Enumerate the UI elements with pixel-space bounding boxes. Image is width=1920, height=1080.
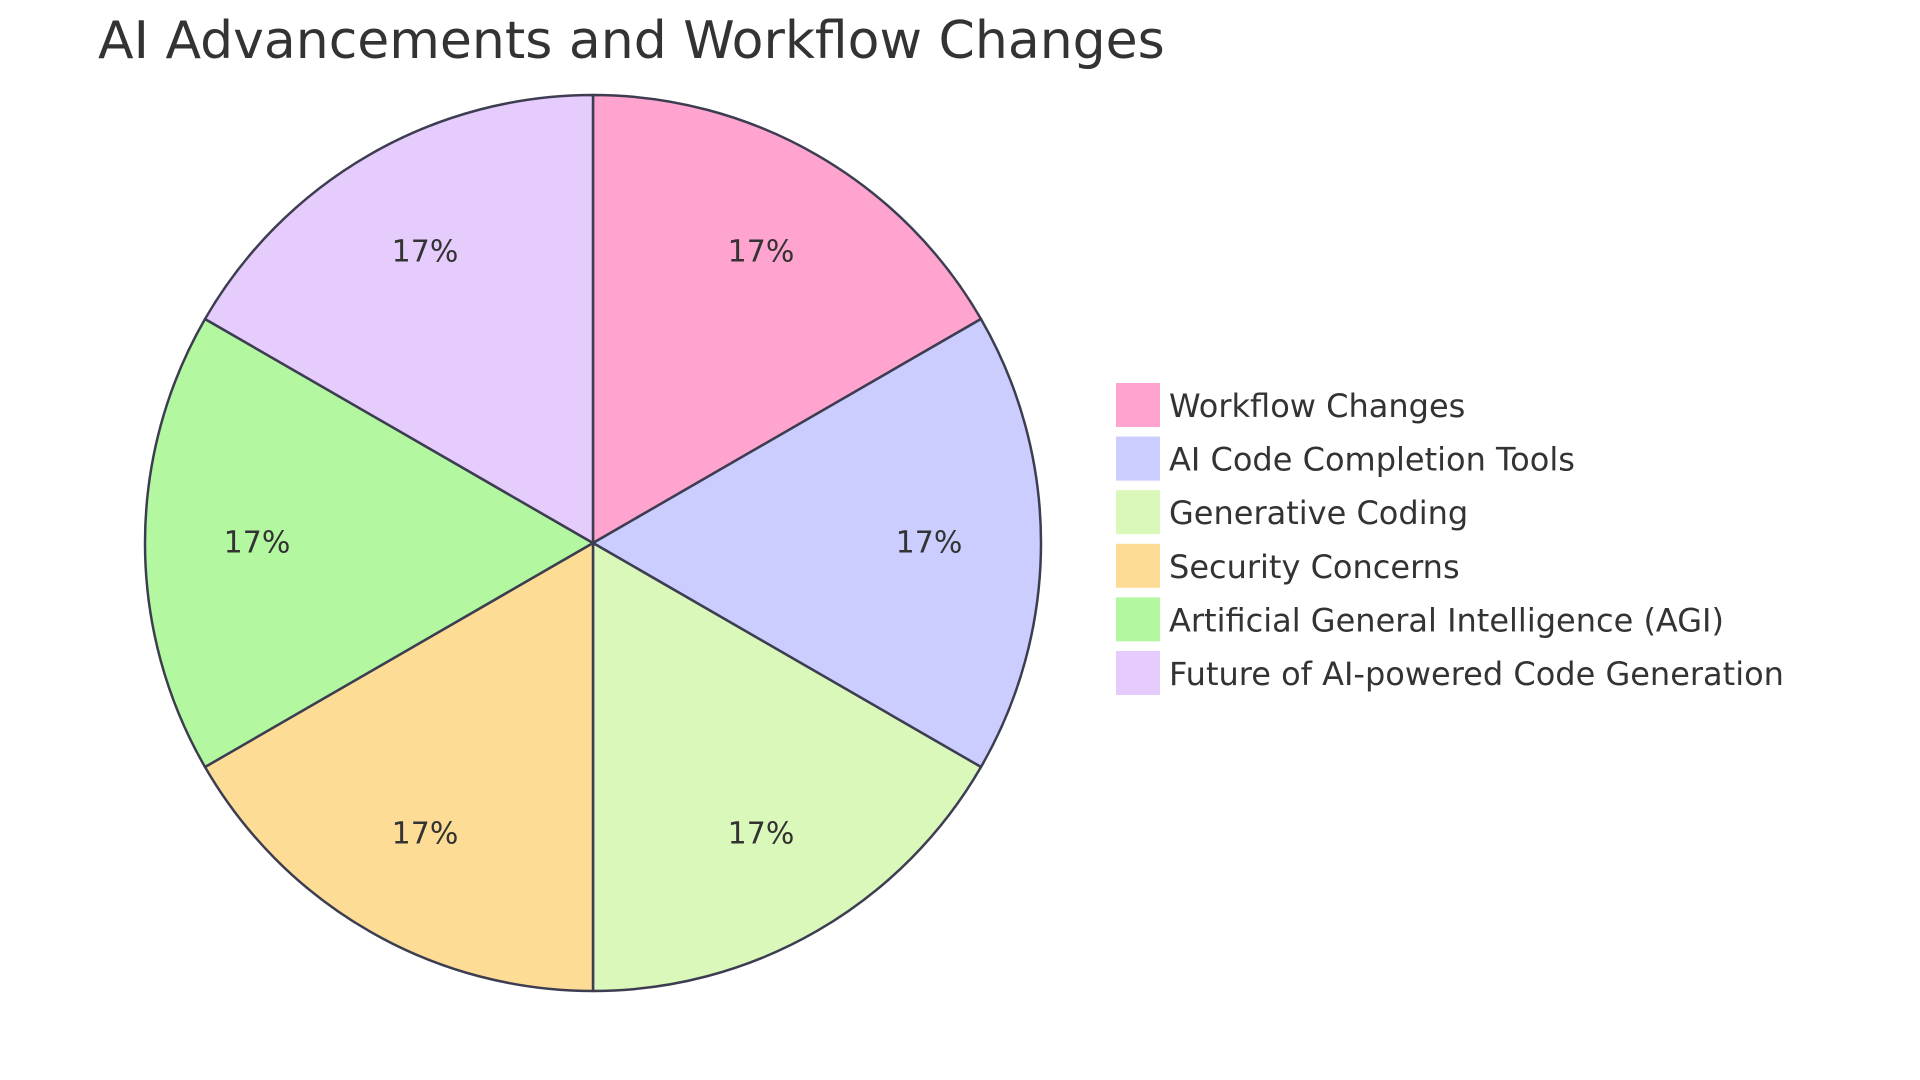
pie-slice-future-of-ai-powered-code-generation [203, 93, 595, 545]
pie-slice-security-concerns [203, 541, 595, 993]
slice-label-workflow-changes: 17% [728, 235, 795, 270]
slice-label-ai-code-completion-tools: 17% [896, 526, 963, 561]
legend-swatch-ai-code-completion-tools [1116, 436, 1160, 481]
pie-slices [143, 93, 1043, 993]
legend-swatch-generative-coding [1116, 490, 1160, 535]
legend-swatch-security-concerns [1116, 543, 1160, 588]
pie-slice-ai-code-completion-tools [591, 317, 1043, 769]
slice-label-security-concerns: 17% [392, 816, 459, 851]
legend-label-future-of-ai-powered-code-generation: Future of AI-powered Code Generation [1169, 655, 1784, 693]
slice-label-future-of-ai-powered-code-generation: 17% [392, 235, 459, 270]
slice-label-artificial-general-intelligence-agi: 17% [224, 526, 291, 561]
legend-swatch-workflow-changes [1116, 383, 1160, 427]
legend-label-artificial-general-intelligence-agi: Artificial General Intelligence (AGI) [1169, 601, 1724, 639]
legend-label-security-concerns: Security Concerns [1169, 548, 1460, 586]
pie-slice-generative-coding [591, 541, 983, 993]
legend-label-generative-coding: Generative Coding [1169, 494, 1468, 532]
legend-swatch-future-of-ai-powered-code-generation [1116, 651, 1160, 695]
chart-title: AI Advancements and Workflow Changes [98, 11, 1165, 71]
pie-slice-workflow-changes [591, 93, 983, 545]
legend-label-workflow-changes: Workflow Changes [1169, 387, 1465, 425]
pie-slice-artificial-general-intelligence-agi [143, 317, 595, 769]
legend: Workflow Changes AI Code Completion Tools… [1116, 383, 1784, 695]
slice-label-generative-coding: 17% [728, 816, 795, 851]
legend-swatch-artificial-general-intelligence-agi [1116, 597, 1160, 642]
pie-slice-labels: 17% 17% 17% 17% 17% 17% [224, 235, 963, 852]
legend-label-ai-code-completion-tools: AI Code Completion Tools [1169, 441, 1575, 479]
